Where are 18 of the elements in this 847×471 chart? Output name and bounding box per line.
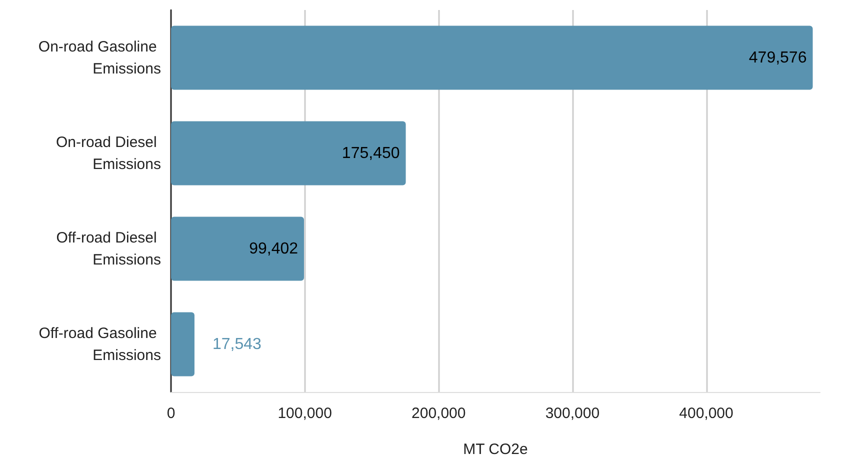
bar	[171, 26, 813, 90]
y-tick-label: Off-road Gasoline Emissions	[38, 324, 161, 364]
x-tick-label: 0	[166, 405, 176, 422]
y-tick-label: On-road Diesel Emissions	[56, 134, 161, 173]
x-tick-label: 200,000	[412, 405, 466, 422]
bar	[171, 121, 406, 186]
x-axis-title: MT CO2e	[463, 441, 528, 458]
x-tick-label: 400,000	[679, 405, 734, 422]
y-tick-label: Off-road Diesel Emissions	[56, 229, 161, 268]
data-label: 99,402	[249, 240, 298, 258]
x-tick-label: 100,000	[278, 405, 332, 422]
data-label: 17,543	[212, 336, 262, 353]
y-tick-label: On-road Gasoline Emissions	[38, 38, 161, 78]
x-tick-label: 300,000	[545, 405, 600, 422]
bar	[171, 216, 304, 281]
bar	[171, 312, 194, 376]
data-label: 479,576	[748, 49, 807, 66]
data-label: 175,450	[342, 144, 400, 162]
